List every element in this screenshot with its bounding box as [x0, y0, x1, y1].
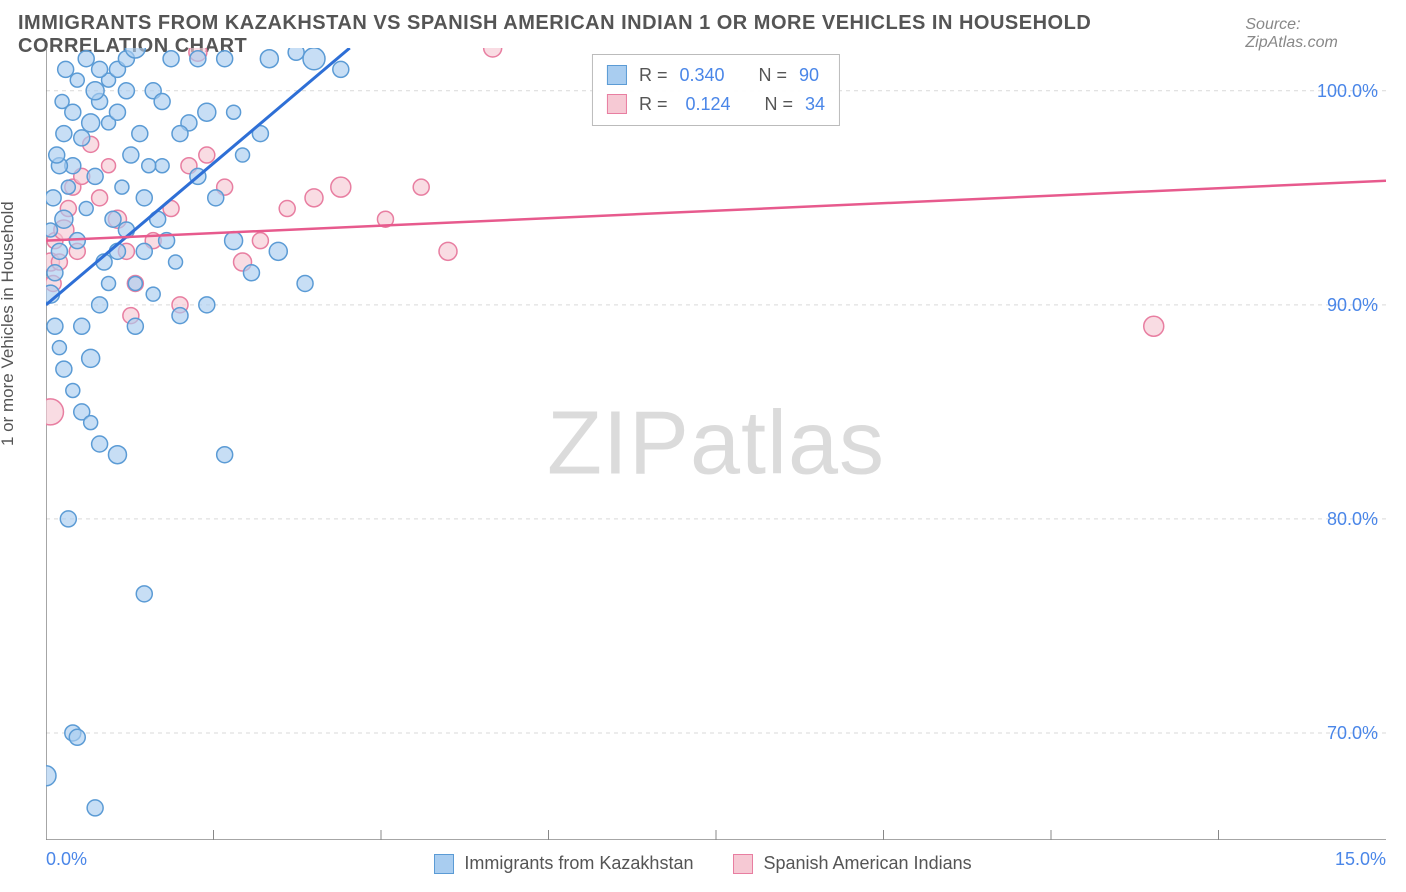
stat-n-label: N = — [759, 61, 788, 90]
stat-n-value: 90 — [799, 61, 819, 90]
legend-item: Spanish American Indians — [733, 853, 971, 874]
legend-stats-box: R = 0.340 N = 90 R = 0.124 N = 34 — [592, 54, 840, 126]
legend-label: Immigrants from Kazakhstan — [464, 853, 693, 874]
svg-text:70.0%: 70.0% — [1327, 723, 1378, 743]
stat-r-label: R = — [639, 61, 668, 90]
stat-r-value: 0.124 — [679, 90, 730, 119]
svg-text:90.0%: 90.0% — [1327, 295, 1378, 315]
source-label: Source: ZipAtlas.com — [1245, 16, 1388, 52]
stat-r-value: 0.340 — [679, 61, 724, 90]
bottom-legend: Immigrants from Kazakhstan Spanish Ameri… — [0, 853, 1406, 874]
svg-text:100.0%: 100.0% — [1317, 81, 1378, 101]
scatter-plot: 70.0% 80.0% 90.0% 100.0% — [46, 48, 1386, 840]
svg-text:80.0%: 80.0% — [1327, 509, 1378, 529]
swatch-icon — [607, 94, 627, 114]
y-axis-label: 1 or more Vehicles in Household — [0, 201, 18, 446]
legend-item: Immigrants from Kazakhstan — [434, 853, 693, 874]
swatch-icon — [607, 65, 627, 85]
swatch-icon — [434, 854, 454, 874]
stat-r-label: R = — [639, 90, 668, 119]
stat-n-value: 34 — [805, 90, 825, 119]
swatch-icon — [733, 854, 753, 874]
legend-stats-row: R = 0.340 N = 90 — [607, 61, 825, 90]
legend-stats-row: R = 0.124 N = 34 — [607, 90, 825, 119]
stat-n-label: N = — [765, 90, 794, 119]
legend-label: Spanish American Indians — [763, 853, 971, 874]
